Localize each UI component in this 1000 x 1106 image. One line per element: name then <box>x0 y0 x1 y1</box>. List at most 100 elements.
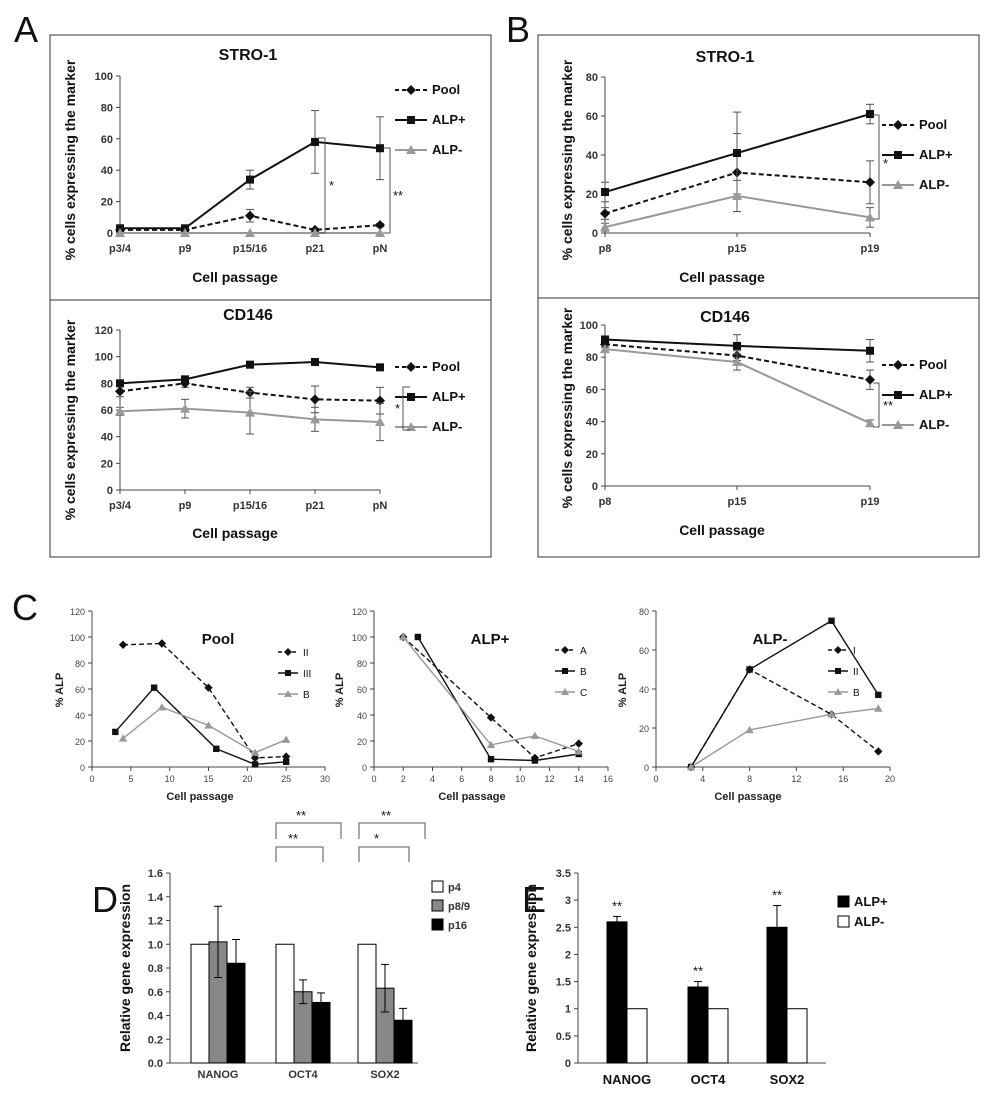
legend-marker <box>284 648 292 656</box>
legend-marker <box>285 670 291 676</box>
data-point <box>157 639 167 648</box>
y-tick-label: 2.5 <box>556 922 571 934</box>
series-line-a <box>402 636 579 759</box>
x-tick-label: p19 <box>861 496 880 508</box>
chart-title: CD146 <box>223 307 273 324</box>
y-tick-label: 80 <box>101 102 113 114</box>
y-axis-label: % ALP <box>54 673 66 707</box>
chart-c-alp-plus: 0 20 40 60 80 100 120 ALP+ Cell passage % ALP 0 2 4 6… <box>334 607 613 803</box>
x-tick-label: 4 <box>700 774 705 784</box>
chart-title: ALP+ <box>471 631 510 648</box>
y-tick-label: 80 <box>639 607 649 617</box>
significance-marker: ** <box>883 398 893 413</box>
legend-marker <box>893 180 903 189</box>
data-point <box>865 374 875 385</box>
data-point <box>375 228 385 237</box>
x-tick-label: pN <box>373 243 388 255</box>
series-line-c <box>402 636 579 753</box>
data-point <box>180 403 190 413</box>
y-tick-label: 0.4 <box>148 1011 164 1023</box>
significance-bracket <box>873 382 880 428</box>
legend-marker <box>893 360 903 370</box>
y-tick-label: 80 <box>586 72 598 84</box>
x-axis-label: Cell passage <box>192 269 278 285</box>
data-point <box>865 418 875 428</box>
data-point <box>827 710 836 718</box>
legend-label: ALP- <box>919 177 949 192</box>
data-point <box>281 735 291 743</box>
chart-e: 0 0.5 1 1.5 2 2.5 3 3.5 Relative gene expression… <box>523 868 888 1087</box>
data-point <box>157 703 167 711</box>
y-tick-label: 0 <box>644 763 649 773</box>
y-tick-label: 80 <box>101 378 113 390</box>
y-tick-label: 40 <box>101 165 113 177</box>
chart-a-bottom: 0 20 40 60 80 100 120 CD146 Cell passage % cells … <box>62 307 466 541</box>
data-point <box>310 414 320 424</box>
bar <box>626 1008 648 1064</box>
significance-bracket <box>383 147 391 234</box>
significance-bracket <box>402 386 410 431</box>
y-tick-label: 100 <box>95 352 113 364</box>
y-tick-label: 1.6 <box>148 868 163 880</box>
legend-label: p4 <box>448 882 462 894</box>
data-point <box>486 713 496 722</box>
y-tick-label: 20 <box>101 197 113 209</box>
data-point <box>204 683 213 692</box>
y-tick-label: 100 <box>352 633 367 643</box>
legend-label: ALP+ <box>919 387 953 402</box>
data-point <box>282 758 290 765</box>
legend-label: II <box>303 648 309 659</box>
chart-b-bottom: 0 20 40 60 80 100 CD146 Cell passage % cells exp… <box>559 307 953 538</box>
data-point <box>866 346 874 355</box>
x-axis-label: Cell passage <box>192 525 278 541</box>
data-point <box>745 725 754 734</box>
chart-title: ALP- <box>753 631 788 648</box>
y-tick-label: 0 <box>107 228 113 240</box>
significance-marker: ** <box>612 898 622 913</box>
chart-c-alp-minus: 0 20 40 60 80 ALP- Cell passage % ALP 0 4 8 12 16 20 I… <box>617 607 895 803</box>
legend-marker <box>406 362 416 372</box>
significance-bracket <box>275 822 342 839</box>
data-point <box>746 666 753 673</box>
chart-b-top: 0 20 40 60 80 STRO-1 Cell passage % cells expre… <box>559 49 953 285</box>
x-tick-label: p9 <box>179 243 192 255</box>
x-tick-label: pN <box>373 500 388 512</box>
series-line-b <box>417 636 579 762</box>
legend-marker <box>561 646 569 654</box>
data-point <box>281 752 291 761</box>
y-tick-label: 100 <box>95 71 113 83</box>
y-tick-label: 0 <box>592 481 598 493</box>
y-tick-label: 3.5 <box>556 868 571 880</box>
y-tick-label: 40 <box>639 685 649 695</box>
chart-title: Pool <box>202 631 235 648</box>
data-point <box>310 394 320 405</box>
data-point <box>310 228 320 237</box>
x-tick-label: 25 <box>281 774 291 784</box>
legend-label: II <box>853 667 859 678</box>
data-point <box>733 341 741 350</box>
data-point <box>246 175 254 184</box>
significance-marker: * <box>395 401 400 416</box>
chart-title: CD146 <box>700 309 750 326</box>
x-axis-label: Cell passage <box>679 269 765 285</box>
legend-marker <box>562 668 568 674</box>
y-tick-label: 0.5 <box>556 1031 571 1043</box>
chart-title: STRO-1 <box>219 47 278 64</box>
y-tick-label: 1.0 <box>148 939 163 951</box>
y-tick-label: 20 <box>357 737 367 747</box>
data-point <box>487 756 495 763</box>
x-tick-label: p21 <box>306 243 325 255</box>
x-tick-label: 10 <box>165 774 175 784</box>
y-tick-label: 20 <box>639 724 649 734</box>
data-point <box>375 220 385 231</box>
data-point <box>414 633 422 641</box>
legend-marker <box>894 391 902 399</box>
legend-marker <box>834 688 842 695</box>
series-line-i <box>690 668 879 768</box>
y-axis-label: % cells expressing the marker <box>62 59 78 260</box>
y-tick-label: 0 <box>565 1058 571 1070</box>
legend-label: C <box>580 688 587 699</box>
significance-bracket <box>318 137 326 234</box>
data-point <box>251 761 259 768</box>
